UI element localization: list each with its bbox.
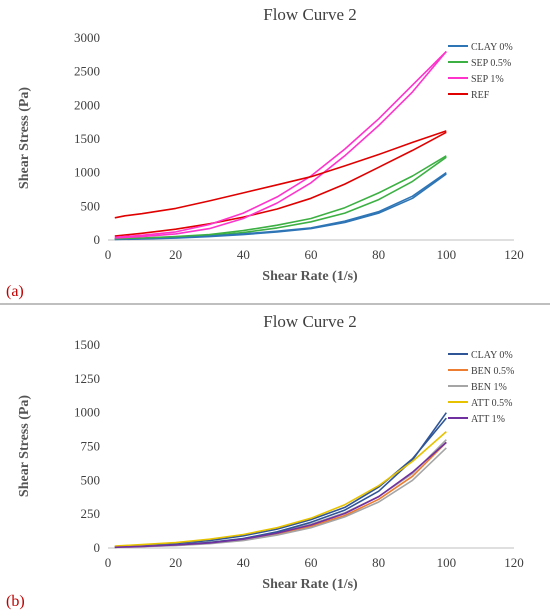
x-tick-label-b: 60	[305, 555, 318, 570]
series-line-att-0-5-b	[114, 430, 447, 547]
legend-label: BEN 1%	[471, 382, 507, 393]
plot-area-b: 0 250 500 750 1000 1250 1500 0 20 40 60 80 100 120	[74, 337, 524, 570]
series-line-sep-1-a	[114, 50, 447, 239]
y-tick-label-a: 1500	[74, 131, 100, 146]
y-axis-label-a: Shear Stress (Pa)	[17, 87, 32, 189]
x-axis-label-b: Shear Rate (1/s)	[262, 577, 358, 592]
legend-b: CLAY 0% BEN 0.5% BEN 1% ATT 0.5% ATT 1%	[448, 350, 514, 425]
legend-item-ref-a: REF	[448, 90, 490, 101]
x-tick-label-a: 120	[504, 247, 524, 262]
y-tick-label-b: 1000	[74, 405, 100, 420]
legend-label: ATT 1%	[471, 414, 505, 425]
legend-label: CLAY 0%	[471, 42, 513, 53]
series-line-ref-alt-a	[114, 131, 447, 237]
legend-item-sep-1-a: SEP 1%	[448, 74, 504, 85]
y-tick-label-b: 500	[81, 472, 101, 487]
legend-item-ben-1-b: BEN 1%	[448, 382, 507, 393]
legend-item-att-0-5-b: ATT 0.5%	[448, 398, 512, 409]
y-tick-label-a: 0	[94, 232, 101, 247]
series-line-sep-0-5-a	[114, 155, 447, 240]
x-tick-label-a: 20	[169, 247, 182, 262]
y-tick-label-a: 500	[81, 198, 101, 213]
legend-label: SEP 0.5%	[471, 58, 511, 69]
chart-panel-b: Flow Curve 2 0 250 500 750 1000 1250 1500 0 20 40…	[6, 312, 524, 610]
x-tick-label-b: 80	[372, 555, 385, 570]
y-tick-label-b: 1250	[74, 371, 100, 386]
legend-item-ben-0-5-b: BEN 0.5%	[448, 366, 514, 377]
legend-label: CLAY 0%	[471, 350, 513, 361]
x-tick-label-a: 0	[105, 247, 112, 262]
legend-item-att-1-b: ATT 1%	[448, 414, 505, 425]
x-tick-label-a: 100	[437, 247, 457, 262]
series-line-clay-0-a	[114, 172, 447, 241]
legend-a: CLAY 0% SEP 0.5% SEP 1% REF	[448, 42, 513, 101]
x-tick-label-b: 0	[105, 555, 112, 570]
y-tick-label-b: 0	[94, 540, 101, 555]
series-line-att-1-b	[114, 441, 447, 549]
legend-label: SEP 1%	[471, 74, 504, 85]
legend-label: REF	[471, 90, 490, 101]
x-tick-label-b: 120	[504, 555, 524, 570]
plot-area-a: 0 500 1000 1500 2000 2500 3000 0 20 40 60 80 100 120	[74, 30, 524, 262]
legend-label: ATT 0.5%	[471, 398, 512, 409]
chart-panel-a: Flow Curve 2 0 500 1000 1500 2000 2500 3000 0 20…	[6, 5, 524, 300]
x-tick-label-b: 20	[169, 555, 182, 570]
chart-title-b: Flow Curve 2	[263, 312, 357, 331]
x-tick-label-a: 40	[237, 247, 250, 262]
y-tick-label-a: 3000	[74, 30, 100, 45]
y-tick-label-a: 1000	[74, 165, 100, 180]
x-tick-label-b: 40	[237, 555, 250, 570]
y-axis-label-b: Shear Stress (Pa)	[17, 395, 32, 497]
y-tick-label-b: 750	[81, 439, 101, 454]
y-tick-label-b: 250	[81, 506, 101, 521]
series-line-sep-1-alt-a	[114, 50, 447, 239]
y-tick-label-a: 2500	[74, 64, 100, 79]
legend-label: BEN 0.5%	[471, 366, 514, 377]
x-axis-label-a: Shear Rate (1/s)	[262, 269, 358, 284]
y-tick-label-a: 2000	[74, 97, 100, 112]
x-tick-label-a: 60	[305, 247, 318, 262]
x-tick-label-a: 80	[372, 247, 385, 262]
series-line-ref-a	[114, 130, 447, 219]
legend-item-clay-0-a: CLAY 0%	[448, 42, 513, 53]
x-tick-label-b: 100	[437, 555, 457, 570]
panel-label-a: (a)	[6, 283, 24, 300]
series-line-sep-0-5-alt-a	[114, 156, 447, 240]
chart-title-a: Flow Curve 2	[263, 5, 357, 24]
legend-item-clay-0-b: CLAY 0%	[448, 350, 513, 361]
panel-label-b: (b)	[6, 593, 25, 610]
y-tick-label-b: 1500	[74, 337, 100, 352]
legend-item-sep-0-5-a: SEP 0.5%	[448, 58, 511, 69]
